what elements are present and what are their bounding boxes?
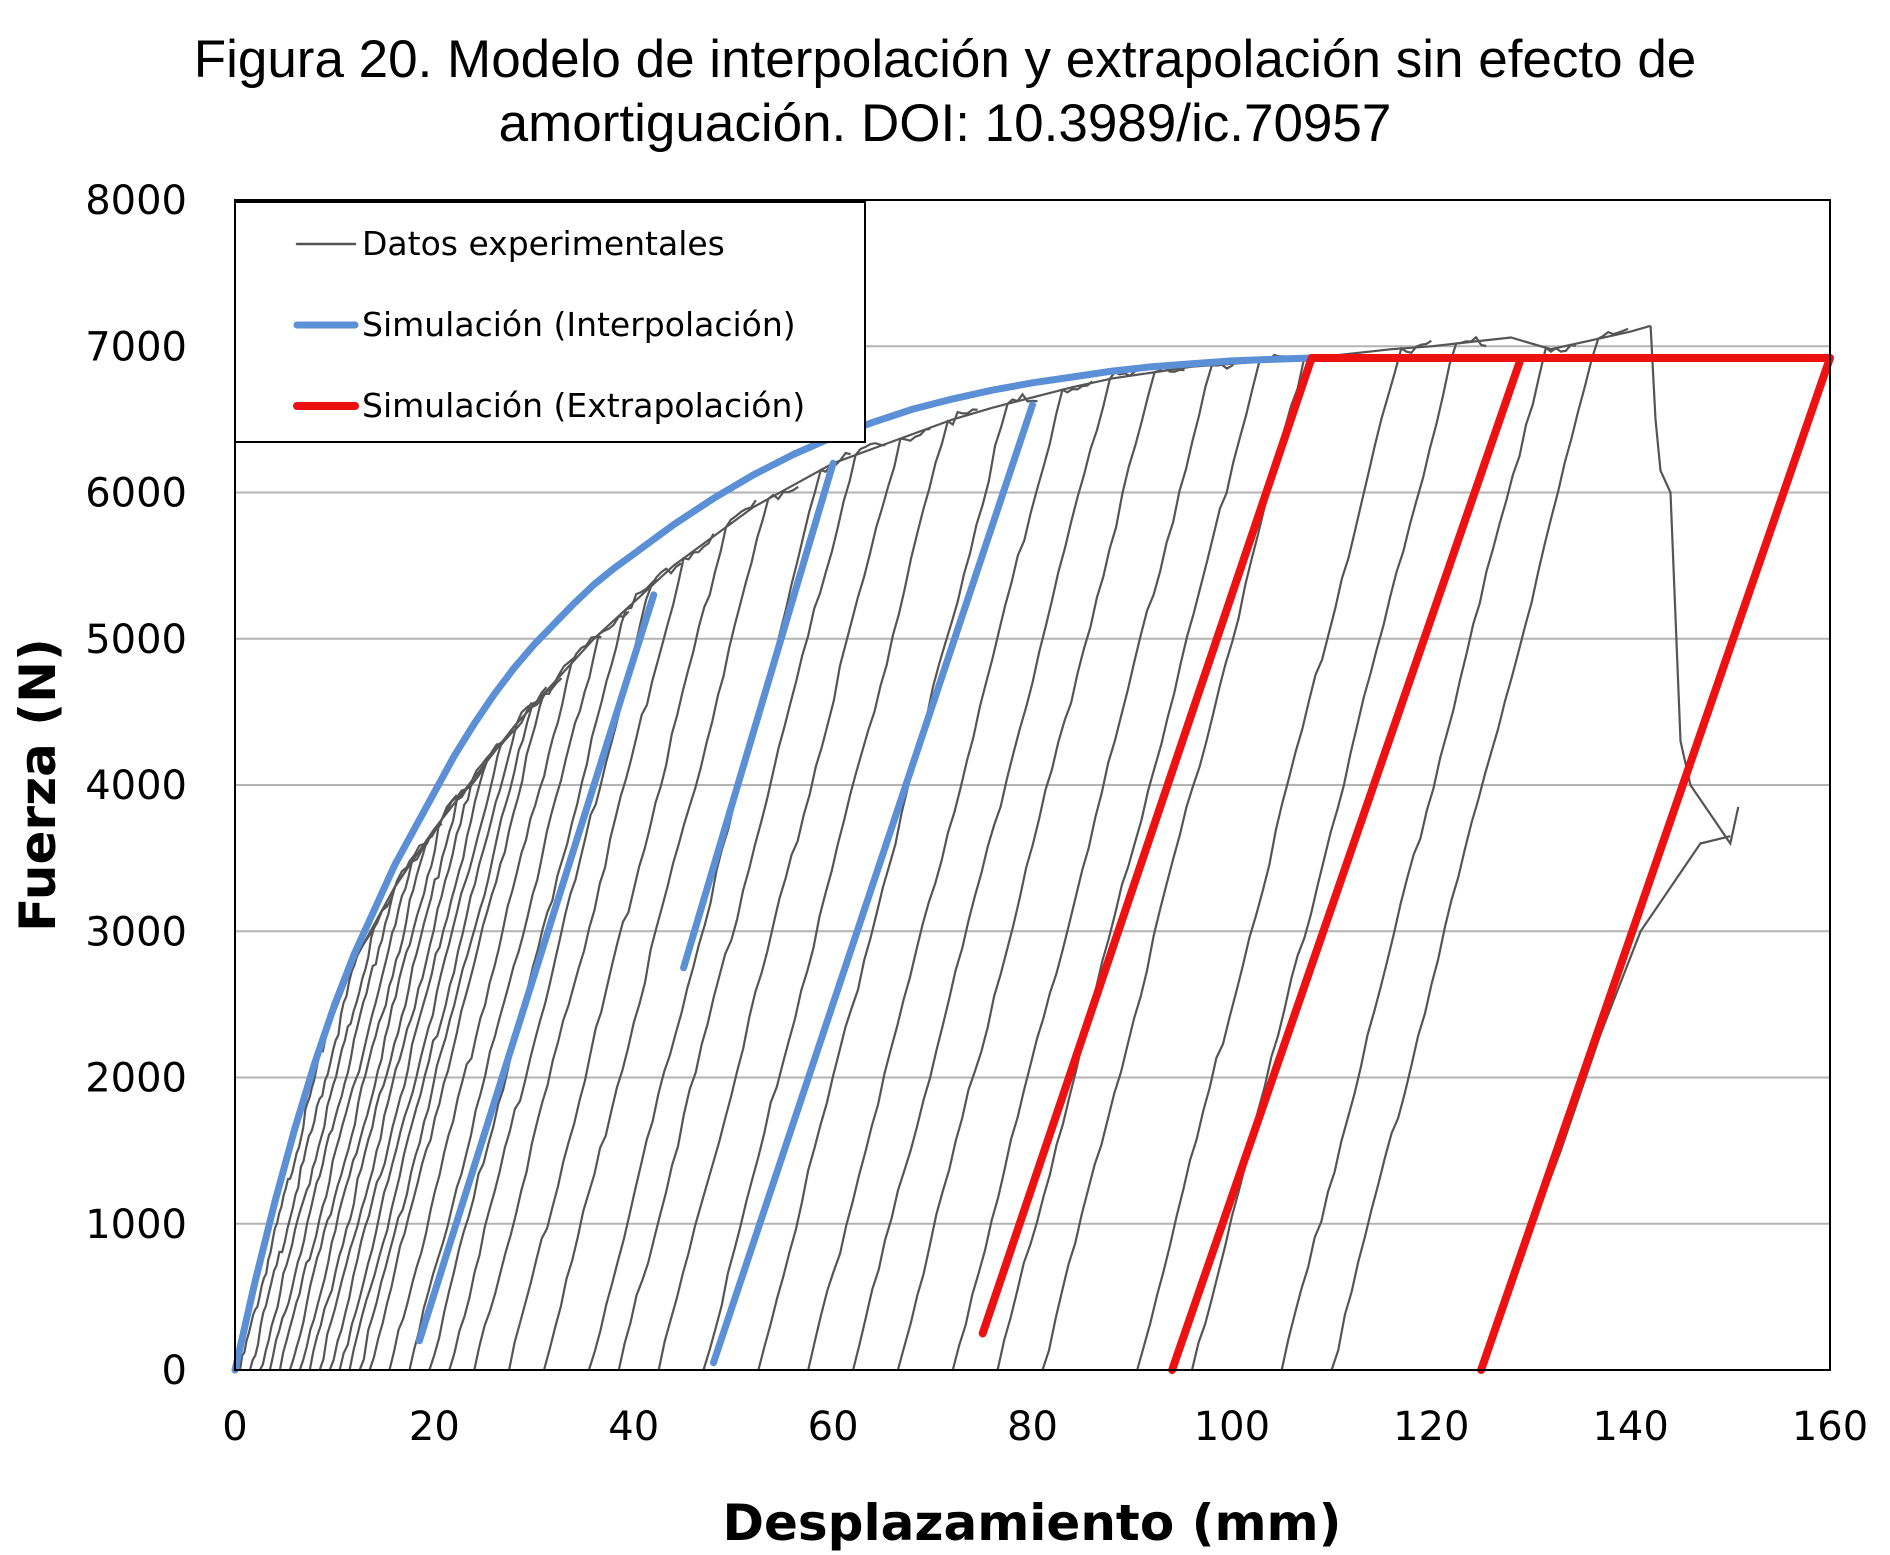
figure-title-line-2: amortiguación. DOI: 10.3989/ic.70957 [498, 94, 1392, 153]
experimental-cycle [348, 686, 548, 1371]
y-tick-label: 8000 [85, 178, 187, 224]
experimental-cycle [996, 353, 1290, 1371]
experimental-cycle [702, 408, 978, 1371]
chart-series [231, 324, 1834, 1374]
experimental-cycle [657, 427, 931, 1371]
experimental-cycle [318, 741, 503, 1371]
experimental-cycle [473, 533, 715, 1371]
interpolation-envelope-line [231, 354, 1316, 1374]
experimental-cycle [358, 677, 563, 1371]
interpolation-cycle-line [415, 591, 658, 1345]
experimental-cycle [757, 392, 1038, 1371]
x-tick-label: 160 [1792, 1404, 1868, 1450]
y-tick-label: 2000 [85, 1056, 187, 1102]
interpolation-cycle-line [710, 401, 1036, 1367]
x-tick-label: 40 [608, 1404, 659, 1450]
y-axis-ticks: 0 1000 2000 3000 4000 5000 6000 7000 8000 [85, 178, 187, 1394]
experimental-cycle [1136, 339, 1432, 1371]
plot-frame [234, 199, 1831, 1371]
x-tick-label: 100 [1194, 1404, 1270, 1450]
experimental-cycle [298, 784, 473, 1371]
experimental-cycle [238, 951, 359, 1371]
experimental-final-unload [1480, 835, 1731, 1371]
x-tick-label: 20 [409, 1404, 460, 1450]
interpolation-cycle-line [680, 459, 837, 972]
y-tick-label: 7000 [85, 324, 187, 370]
experimental-cycle [288, 794, 458, 1371]
legend-entry-label: Datos experimentales [362, 224, 725, 263]
experimental-cycle [807, 380, 1094, 1371]
experimental-envelope [233, 324, 1651, 1371]
y-tick-label: 3000 [85, 909, 187, 955]
experimental-cycle [542, 485, 799, 1371]
experimental-cycle [448, 562, 682, 1371]
grid-lines [235, 345, 1830, 1225]
experimental-cycle [508, 499, 757, 1371]
x-tick-label: 140 [1592, 1404, 1668, 1450]
y-tick-label: 4000 [85, 763, 187, 809]
extrapolation-line [978, 354, 1834, 1374]
experimental-cycle [1330, 327, 1629, 1371]
experimental-cycle [617, 442, 886, 1371]
experimental-cycle [388, 635, 602, 1371]
experimental-failure-branch [1649, 325, 1740, 847]
experimental-cycle [268, 842, 425, 1371]
experimental-cycle [428, 577, 657, 1371]
experimental-cycle [852, 368, 1141, 1371]
experimental-cycle [258, 866, 408, 1371]
x-tick-label: 0 [222, 1404, 247, 1450]
legend-entry-label: Simulación (Extrapolación) [362, 386, 805, 425]
experimental-cycle [248, 903, 388, 1371]
y-tick-label: 1000 [85, 1202, 187, 1248]
experimental-cycle [278, 822, 443, 1371]
x-axis-ticks: 0 20 40 60 80 100 120 140 160 [222, 1404, 1868, 1450]
extrapolation-line [1168, 354, 1525, 1374]
figure-title: Figura 20. Modelo de interpolación y ext… [0, 28, 1890, 156]
experimental-cycle [368, 657, 575, 1371]
experimental-cycle [1280, 343, 1576, 1371]
y-tick-label: 6000 [85, 471, 187, 517]
experimental-cycle [338, 701, 533, 1371]
x-axis-label: Desplazamiento (mm) [723, 1494, 1342, 1552]
y-tick-label: 0 [162, 1348, 187, 1394]
experimental-cycle [951, 357, 1242, 1371]
experimental-cycle [896, 364, 1185, 1371]
legend-entry-label: Simulación (Interpolación) [362, 305, 796, 344]
y-axis-label: Fuerza (N) [9, 638, 67, 932]
experimental-cycle [1041, 355, 1335, 1371]
experimental-cycle [408, 610, 630, 1371]
x-tick-label: 60 [808, 1404, 859, 1450]
experimental-cycle [328, 727, 518, 1371]
legend: Datos experimentales Simulación (Interpol… [234, 201, 866, 443]
experimental-cycle [308, 761, 488, 1371]
figure-title-line-1: Figura 20. Modelo de interpolación y ext… [193, 30, 1697, 89]
y-tick-label: 5000 [85, 617, 187, 663]
x-tick-label: 80 [1007, 1404, 1058, 1450]
x-tick-label: 120 [1393, 1404, 1469, 1450]
